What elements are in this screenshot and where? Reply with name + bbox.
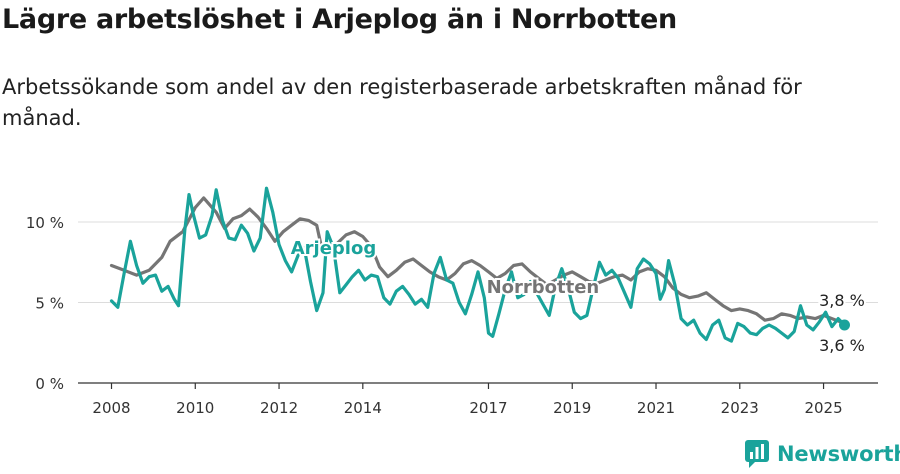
newsworthy-logo-icon [745, 440, 769, 468]
series-line-norrbotten [109, 196, 842, 324]
y-tick-label: 0 % [35, 375, 64, 393]
line-chart: 0 %5 %10 % 2008 2010 2012 2014 2017 2019 2021 2… [26, 186, 878, 417]
x-axis: 2008 2010 2012 2014 2017 2019 2021 2023 2025 [78, 382, 878, 417]
brand-logo: Newsworthy [745, 440, 900, 468]
x-tick-label: 2008 [92, 399, 130, 417]
series-label-arjeplog: Arjeplog [291, 238, 377, 259]
x-tick-label: 2017 [469, 399, 507, 417]
brand-name: Newsworthy [777, 442, 900, 466]
y-tick-label: 10 % [26, 214, 64, 232]
x-tick-label: 2012 [260, 399, 298, 417]
end-label-arjeplog: 3,6 % [819, 336, 865, 355]
series-line-arjeplog [109, 186, 847, 343]
end-label-norrbotten: 3,8 % [819, 291, 865, 310]
x-tick-label: 2014 [344, 399, 382, 417]
chart-subtitle: Arbetssökande som andel av den registerb… [2, 75, 802, 130]
x-tick-label: 2025 [804, 399, 842, 417]
x-tick-label: 2023 [721, 399, 759, 417]
x-tick-label: 2019 [553, 399, 591, 417]
series-label-norrbotten: Norrbotten [487, 277, 600, 298]
y-tick-label: 5 % [35, 295, 64, 313]
x-tick-label: 2010 [176, 399, 214, 417]
chart-title: Lägre arbetslöshet i Arjeplog än i Norrb… [2, 4, 677, 35]
endpoint-arjeplog [838, 319, 850, 331]
series-labels: 3,8 % 3,6 % Norrbotten Arjeplog [289, 236, 867, 357]
y-axis: 0 % 5 % 10 % [26, 214, 64, 393]
series-group [109, 186, 850, 343]
x-tick-label: 2021 [637, 399, 675, 417]
